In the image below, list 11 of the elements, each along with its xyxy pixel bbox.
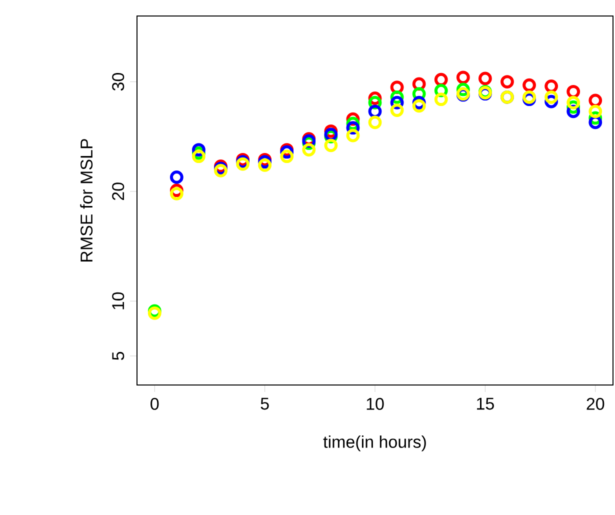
x-axis-title: time(in hours) [323,435,426,452]
y-tick-label: 5 [112,352,124,360]
y-axis-title: RMSE for MSLP [80,139,93,262]
x-tick-label: 20 [586,398,604,410]
y-tick-label: 10 [112,292,124,310]
y-tick-label: 30 [112,72,124,91]
x-tick-label: 10 [366,398,384,410]
x-tick-label: 5 [260,398,269,410]
x-tick-label: 0 [150,398,159,410]
y-tick-label: 20 [112,182,124,200]
x-tick-label: 15 [477,398,494,410]
